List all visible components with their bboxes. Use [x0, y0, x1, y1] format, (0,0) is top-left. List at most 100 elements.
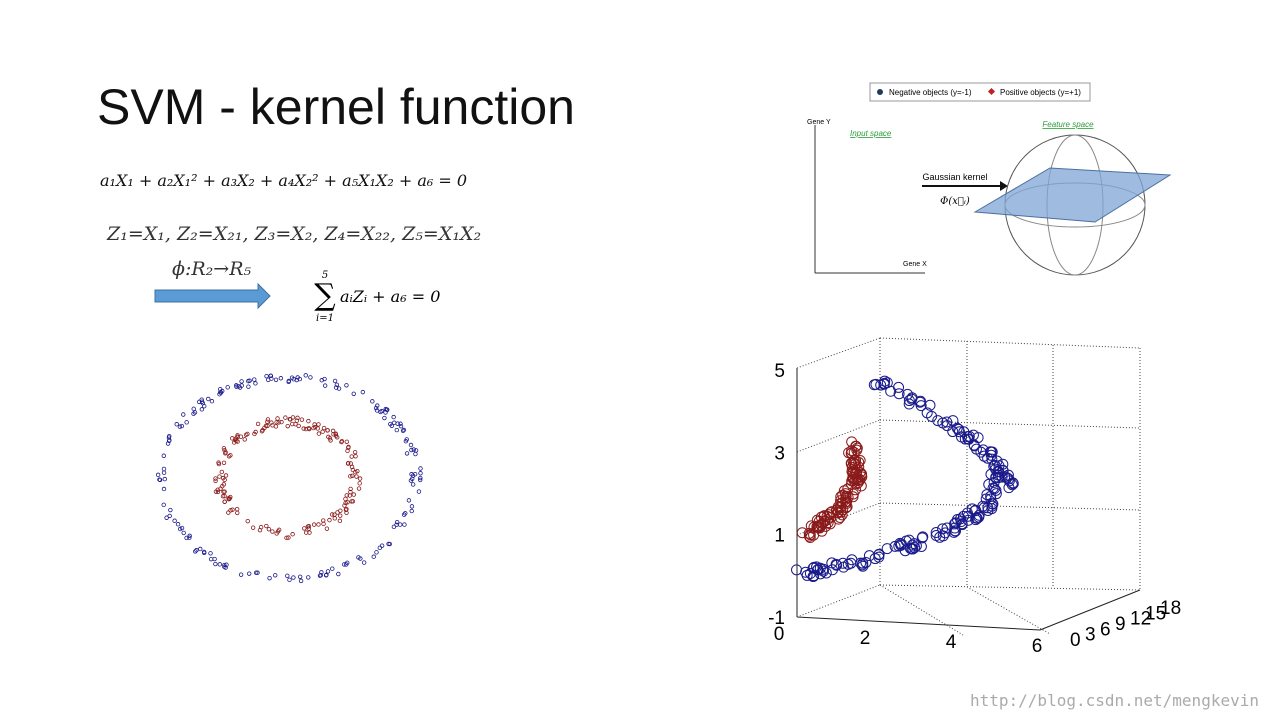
x-tick-label: 6 [1032, 636, 1043, 657]
sample-point [184, 535, 189, 541]
sample-point [361, 560, 367, 565]
sample-point [295, 375, 300, 380]
sample-point [213, 561, 218, 567]
sample-point [409, 472, 414, 477]
sample-point [335, 510, 340, 515]
sample-point [264, 523, 269, 529]
sample-point [267, 575, 272, 581]
sample-point [290, 421, 295, 427]
sample-point [903, 395, 915, 407]
sum-body: aᵢZᵢ + a₆ = 0 [340, 287, 440, 306]
sample-point [988, 460, 1000, 472]
sample-point [851, 444, 863, 456]
sample-point [308, 375, 313, 380]
sample-point [379, 543, 385, 548]
sample-point [306, 524, 312, 529]
sample-point [168, 507, 173, 513]
sample-point [274, 420, 279, 425]
sample-point [303, 426, 309, 432]
sample-point [915, 400, 927, 412]
sample-point [388, 421, 393, 427]
sample-point [796, 527, 808, 539]
sample-point [807, 571, 819, 583]
sample-point [349, 454, 354, 459]
z-tick-label: 3 [774, 443, 785, 464]
sample-point [324, 572, 329, 578]
sample-point [270, 529, 275, 534]
sample-point [336, 386, 342, 391]
sample-point [187, 533, 192, 539]
sample-point [298, 578, 304, 584]
sample-point [175, 522, 181, 527]
sample-point [227, 496, 232, 501]
y-tick-label: 0 [1070, 630, 1081, 651]
sample-point [301, 426, 306, 431]
sample-point [344, 510, 349, 515]
y-tick-label: 3 [1085, 625, 1096, 646]
sample-point [382, 415, 387, 421]
sample-point [394, 427, 400, 433]
sample-point [208, 551, 213, 556]
sample-point [348, 486, 353, 492]
sample-point [808, 529, 820, 541]
sample-point [345, 460, 351, 466]
z-tick-label: 5 [774, 361, 785, 382]
sample-point [932, 415, 944, 427]
substitution: Z₁=X₁, Z₂=X₂₁, Z₃=X₂, Z₄=X₂₂, Z₅=X₁X₂ [106, 223, 481, 245]
sample-point [342, 503, 347, 508]
sample-point [279, 419, 284, 425]
sample-point [868, 379, 880, 391]
sample-point [893, 381, 905, 393]
sample-point [824, 507, 836, 519]
sample-point [374, 550, 379, 555]
sample-point [303, 530, 309, 535]
sample-point [843, 447, 855, 459]
sample-point [903, 534, 915, 546]
sample-point [893, 388, 905, 400]
plot3d-frame [796, 337, 1141, 636]
sample-point [181, 530, 186, 536]
sample-point [401, 427, 407, 433]
sample-point [177, 424, 183, 429]
sample-point [329, 512, 335, 517]
sample-point [219, 469, 225, 475]
legend-item: Negative objects (y=-1) [889, 88, 972, 97]
sample-point [278, 376, 284, 381]
sample-point [814, 568, 826, 580]
sample-point [215, 489, 221, 495]
sample-point [247, 378, 252, 383]
sample-point [167, 513, 172, 519]
arrow [154, 282, 271, 310]
sample-point [941, 420, 953, 432]
sample-point [353, 454, 358, 459]
sample-point [179, 525, 185, 531]
sample-point [328, 438, 333, 443]
sample-point [161, 453, 167, 458]
sample-point [947, 415, 959, 427]
sample-point [206, 396, 211, 402]
y-tick-label: 12 [1130, 609, 1151, 630]
sample-point [273, 424, 279, 429]
sample-point [291, 376, 296, 382]
sample-point [199, 407, 205, 412]
sample-point [1003, 475, 1015, 487]
sample-point [841, 501, 853, 513]
sample-point [951, 422, 963, 434]
sample-point [949, 522, 961, 534]
sample-point [373, 405, 379, 411]
sample-point [846, 445, 858, 457]
sample-point [222, 499, 227, 504]
sample-point [303, 373, 308, 378]
sample-point [926, 410, 938, 422]
sample-point [270, 423, 275, 428]
sample-point [161, 502, 166, 508]
sample-point [360, 389, 366, 395]
sample-point [324, 526, 330, 531]
sample-point [291, 575, 296, 580]
sample-point [330, 566, 335, 571]
hyperplane [973, 167, 1172, 223]
sample-point [1003, 482, 1015, 494]
sample-point [350, 473, 355, 478]
sample-point [986, 500, 998, 512]
